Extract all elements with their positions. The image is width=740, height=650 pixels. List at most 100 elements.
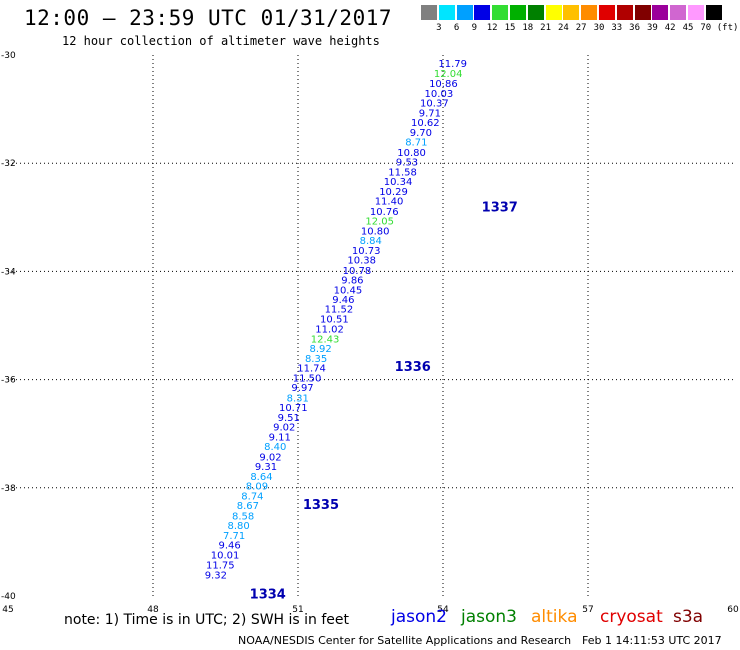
colorbar-swatch	[527, 5, 544, 20]
wave-height-value: 8.92	[309, 344, 331, 355]
lon-tick-label: 51	[292, 605, 303, 615]
colorbar-swatch	[510, 5, 526, 20]
colorbar-label: 45	[682, 23, 694, 33]
pass-number-label: 1335	[303, 498, 339, 513]
colorbar-label: 30	[593, 23, 605, 33]
wave-height-value: 10.34	[384, 177, 413, 188]
colorbar-label: 39	[646, 23, 658, 33]
lat-tick-label: -38	[1, 484, 16, 494]
lat-tick-label: -36	[1, 376, 16, 386]
wave-height-value: 10.73	[352, 246, 381, 257]
wave-height-value: 9.97	[291, 383, 313, 394]
wave-height-value: 9.02	[273, 423, 295, 434]
page-subtitle: 12 hour collection of altimeter wave hei…	[62, 34, 380, 48]
colorbar-label: 21	[540, 23, 552, 33]
legend-jason3: jason3	[461, 607, 517, 627]
wave-height-value: 9.11	[269, 432, 291, 443]
wave-height-value: 10.80	[361, 226, 390, 237]
legend-altika: altika	[531, 607, 578, 627]
wave-height-value: 11.52	[325, 305, 354, 316]
colorbar-label: 18	[522, 23, 534, 33]
colorbar-swatch	[634, 5, 651, 20]
wave-height-value: 9.70	[410, 128, 432, 139]
wave-height-value: 8.84	[360, 236, 382, 247]
wave-height-value: 8.74	[241, 491, 263, 502]
colorbar-label: 6	[453, 23, 460, 33]
colorbar-swatch	[670, 5, 687, 20]
wave-height-value: 10.78	[343, 266, 372, 277]
wave-height-value: 8.64	[250, 472, 272, 483]
wave-height-value: 8.31	[287, 393, 309, 404]
colorbar-label: 42	[664, 23, 676, 33]
wave-height-value: 12.05	[365, 217, 394, 228]
wave-height-value: 10.38	[347, 255, 376, 266]
wave-height-value: 10.01	[211, 550, 240, 561]
colorbar-swatch	[456, 5, 473, 20]
wave-height-value: 9.71	[419, 108, 441, 119]
wave-height-value: 9.51	[278, 413, 300, 424]
wave-height-value: 10.51	[320, 314, 349, 325]
colorbar-label: 33	[611, 23, 623, 33]
colorbar-label: 70	[700, 23, 712, 33]
legend-cryosat: cryosat	[600, 607, 663, 627]
wave-height-value: 9.53	[396, 158, 418, 169]
lon-tick-label: 57	[582, 605, 593, 615]
lat-tick-label: -34	[1, 267, 16, 277]
colorbar-swatch	[705, 5, 722, 20]
wave-height-value: 11.79	[438, 59, 467, 70]
colorbar-label: 36	[629, 23, 641, 33]
wave-height-value: 9.86	[341, 276, 363, 287]
wave-height-value: 8.09	[246, 482, 268, 493]
lon-tick-label: 45	[2, 605, 13, 615]
colorbar-label: 24	[557, 23, 569, 33]
pass-number-label: 1334	[250, 587, 286, 602]
colorbar-swatch	[438, 5, 455, 20]
colorbar-swatch	[421, 5, 437, 20]
wave-height-value: 9.02	[259, 452, 281, 463]
colorbar-swatch	[616, 5, 633, 20]
wave-height-value: 10.71	[279, 403, 308, 414]
wave-height-value: 12.43	[311, 334, 340, 345]
legend-jason2: jason2	[391, 607, 447, 627]
colorbar-label: 27	[575, 23, 587, 33]
wave-height-value: 7.71	[223, 531, 245, 542]
colorbar-swatch	[474, 5, 491, 20]
colorbar-label: 3	[436, 23, 442, 33]
colorbar-label: 15	[504, 23, 516, 33]
wave-height-value: 11.02	[315, 325, 344, 336]
wave-height-value: 11.40	[375, 197, 404, 208]
colorbar-swatch	[688, 5, 704, 20]
colorbar-swatch	[581, 5, 598, 20]
pass-number-label: 1336	[395, 360, 431, 375]
wave-height-value: 10.03	[425, 89, 454, 100]
lon-tick-label: 60	[727, 605, 739, 615]
colorbar-label: 12	[486, 23, 498, 33]
colorbar-swatch	[599, 5, 615, 20]
wave-height-value: 11.50	[293, 373, 322, 384]
wave-height-value: 9.46	[218, 541, 240, 552]
wave-height-value: 8.40	[264, 442, 286, 453]
wave-height-value: 10.76	[370, 207, 399, 218]
wave-height-value: 8.80	[228, 521, 250, 532]
wave-height-value: 10.86	[429, 79, 458, 90]
wave-height-value: 8.35	[305, 354, 327, 365]
wave-height-value: 10.80	[397, 148, 426, 159]
wave-height-value: 11.58	[388, 167, 417, 178]
lon-tick-label: 54	[437, 605, 449, 615]
colorbar-unit: (ft)	[716, 23, 739, 33]
footer-organization: NOAA/NESDIS Center for Satellite Applica…	[238, 634, 572, 647]
pass-number-label: 1337	[482, 200, 518, 215]
units-note: note: 1) Time is in UTC; 2) SWH is in fe…	[64, 612, 350, 628]
wave-height-value: 9.46	[332, 295, 354, 306]
footer-timestamp: Feb 1 14:11:53 UTC 2017	[582, 634, 722, 647]
lat-tick-label: -30	[1, 51, 16, 61]
lat-tick-label: -40	[1, 592, 16, 602]
wave-height-value: 9.32	[205, 570, 227, 581]
colorbar-swatch	[545, 5, 562, 20]
wave-height-value: 9.31	[255, 462, 277, 473]
wave-height-value: 11.74	[297, 364, 326, 375]
wave-height-value: 10.62	[411, 118, 440, 129]
legend-s3a: s3a	[673, 607, 704, 627]
wave-height-value: 12.04	[434, 69, 463, 80]
